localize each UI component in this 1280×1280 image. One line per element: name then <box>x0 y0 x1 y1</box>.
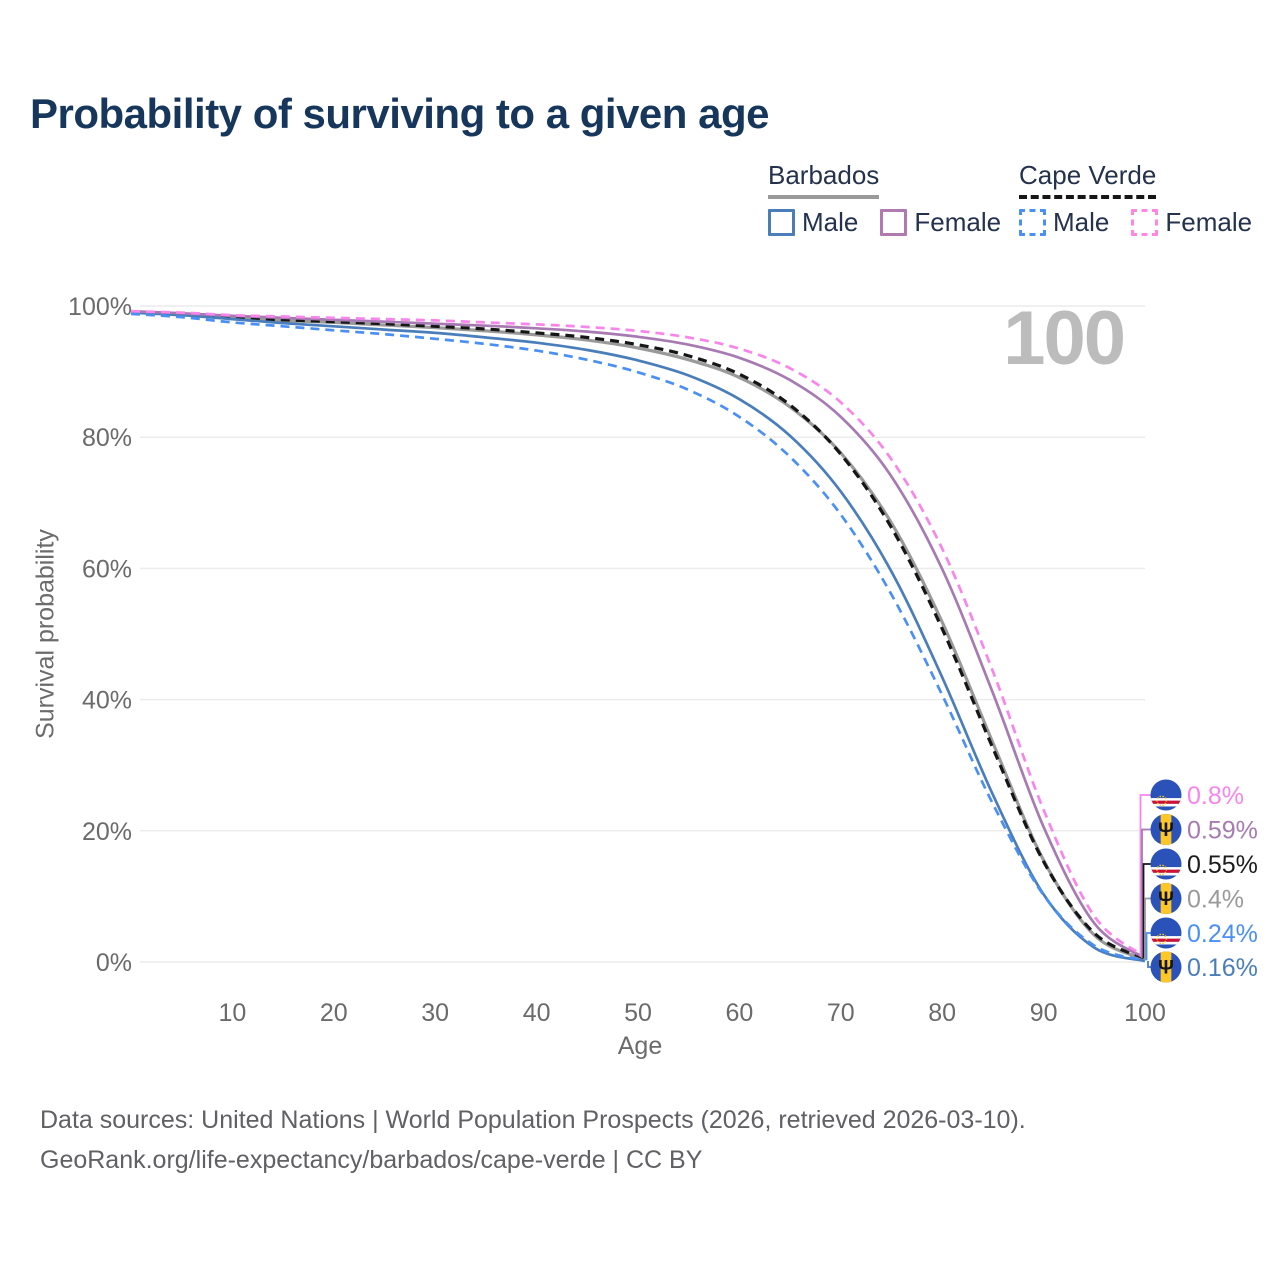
x-tick-label: 60 <box>725 999 753 1027</box>
line-barbados-all[interactable] <box>130 310 1146 961</box>
end-value-label: 0.59% <box>1187 817 1258 845</box>
end-value-label: 0.4% <box>1187 886 1244 914</box>
x-tick-label: 40 <box>523 999 551 1027</box>
legend-item-barbados-male[interactable]: Male <box>768 207 858 238</box>
x-tick-label: 80 <box>928 999 956 1027</box>
legend-swatch-icon <box>768 209 795 236</box>
legend-swatch-icon <box>1019 209 1046 236</box>
legend-item-barbados-female[interactable]: Female <box>880 207 1001 238</box>
svg-text:Ψ: Ψ <box>1158 888 1174 910</box>
legend-item-cape-verde-male[interactable]: Male <box>1019 207 1109 238</box>
line-capeverde-male[interactable] <box>130 312 1146 962</box>
end-value-label: 0.24% <box>1187 920 1258 948</box>
end-label-connector <box>1145 932 1151 961</box>
end-value-label: 0.55% <box>1187 851 1258 879</box>
legend-item-label: Male <box>1053 207 1110 237</box>
flag-barbados-icon: Ψ <box>1150 951 1182 983</box>
y-tick-label: 100% <box>68 293 132 321</box>
y-tick-label: 40% <box>82 687 132 715</box>
line-capeverde-female[interactable] <box>130 309 1146 958</box>
x-tick-label: 90 <box>1030 999 1058 1027</box>
y-tick-label: 0% <box>96 949 132 977</box>
x-tick-label: 100 <box>1124 999 1166 1027</box>
end-label-connector <box>1147 961 1151 968</box>
end-label-connector <box>1144 897 1151 960</box>
line-capeverde-all[interactable] <box>130 311 1146 960</box>
line-barbados-female[interactable] <box>130 309 1146 960</box>
footer-attribution: GeoRank.org/life-expectancy/barbados/cap… <box>40 1146 703 1174</box>
x-axis-title: Age <box>617 1032 663 1060</box>
x-tick-label: 50 <box>624 999 652 1027</box>
svg-text:Ψ: Ψ <box>1158 819 1174 841</box>
x-tick-label: 30 <box>421 999 449 1027</box>
end-label-connector <box>1141 828 1151 959</box>
flag-cape-verde-icon <box>1150 917 1182 949</box>
x-tick-label: 10 <box>218 999 246 1027</box>
x-tick-label: 20 <box>320 999 348 1027</box>
legend-group-cape-verde: Cape Verde Male Female <box>1019 160 1274 238</box>
line-barbados-male[interactable] <box>130 311 1146 963</box>
flag-barbados-icon: Ψ <box>1150 814 1182 845</box>
legend-swatch-icon <box>880 209 908 236</box>
legend-country-label: Barbados <box>768 160 880 199</box>
end-value-label: 0.8% <box>1187 782 1244 810</box>
age-watermark: 100 <box>1003 296 1126 381</box>
x-tick-label: 70 <box>827 999 855 1027</box>
end-value-label: 0.16% <box>1187 954 1258 982</box>
legend-item-label: Female <box>914 207 1002 237</box>
end-label-connector <box>1139 794 1151 957</box>
legend-item-cape-verde-female[interactable]: Female <box>1131 207 1252 238</box>
flag-cape-verde-icon <box>1150 779 1182 811</box>
legend-group-barbados: Barbados Male Female <box>768 160 1023 238</box>
y-tick-label: 20% <box>82 818 132 846</box>
y-tick-label: 60% <box>82 555 132 583</box>
legend-swatch-icon <box>1131 209 1159 236</box>
legend-item-label: Female <box>1165 207 1253 237</box>
legend-country-label: Cape Verde <box>1019 160 1157 199</box>
page-title: Probability of surviving to a given age <box>30 90 769 137</box>
y-axis-title: Survival probability <box>31 529 60 739</box>
flag-barbados-icon: Ψ <box>1150 883 1182 914</box>
y-tick-label: 80% <box>82 424 132 452</box>
flag-cape-verde-icon <box>1150 848 1182 880</box>
legend-item-label: Male <box>802 207 859 237</box>
footer-sources: Data sources: United Nations | World Pop… <box>40 1106 1026 1134</box>
end-label-connector <box>1142 863 1151 959</box>
svg-text:Ψ: Ψ <box>1158 957 1174 979</box>
